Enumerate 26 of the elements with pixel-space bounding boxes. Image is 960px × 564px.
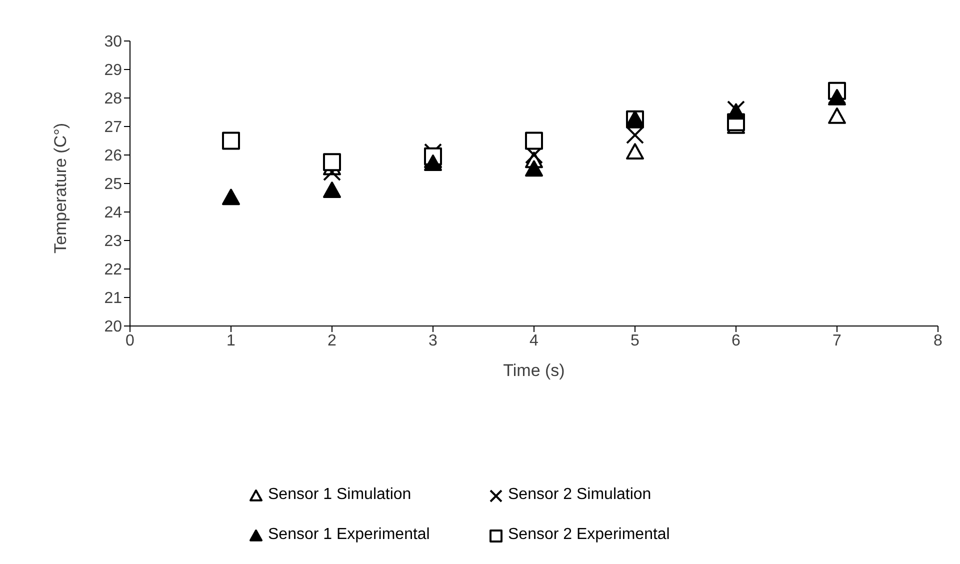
y-tick-label: 28 (104, 90, 122, 108)
y-tick-label: 24 (104, 204, 122, 222)
x-axis-title: Time (s) (503, 361, 565, 380)
y-axis-title: Temperature (C°) (51, 122, 70, 254)
x-tick-label: 1 (226, 332, 236, 350)
y-tick-label: 27 (104, 119, 122, 136)
y-tick-label: 23 (104, 233, 122, 250)
legend-label: Sensor 2 Experimental (508, 526, 670, 544)
y-tick-label: 20 (104, 318, 122, 336)
legend-label: Sensor 1 Experimental (268, 526, 430, 544)
x-tick-label: 0 (126, 332, 135, 350)
x-tick-label: 6 (732, 332, 741, 350)
y-tick-label: 21 (104, 290, 122, 308)
x-tick-label: 3 (428, 332, 438, 350)
x-tick-label: 4 (530, 332, 539, 350)
legend-label: Sensor 1 Simulation (268, 486, 412, 504)
y-tick-label: 30 (104, 34, 122, 51)
x-tick-label: 7 (832, 332, 842, 350)
y-tick-label: 26 (104, 148, 122, 165)
x-tick-label: 2 (328, 332, 337, 350)
legend-label: Sensor 2 Simulation (508, 486, 652, 504)
y-tick-label: 25 (104, 176, 122, 194)
x-tick-label: 5 (630, 332, 640, 350)
y-tick-label: 22 (104, 262, 122, 279)
y-tick-label: 29 (104, 62, 122, 80)
x-tick-label: 8 (934, 332, 943, 350)
